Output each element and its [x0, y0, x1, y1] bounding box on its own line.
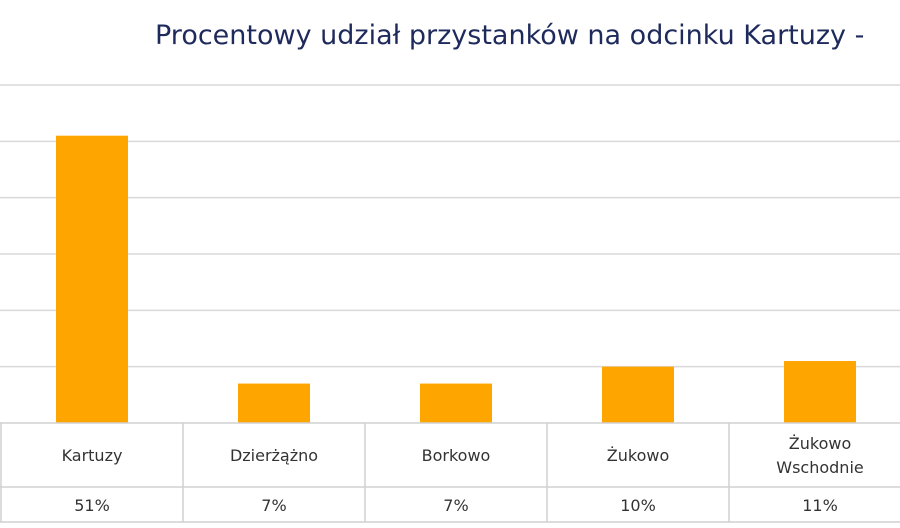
- value-label: 51%: [74, 496, 110, 515]
- category-label: Dzierżążno: [230, 446, 318, 465]
- category-labels: Kartuzy Dzierżążno Borkowo Żukowo Żukowo Wsch…: [62, 434, 864, 477]
- bar: [602, 366, 674, 423]
- chart-title: Procentowy udział przystanków na odcinku…: [155, 20, 864, 51]
- value-label: 7%: [443, 496, 468, 515]
- table-column-dividers: [0, 423, 730, 522]
- category-label: Żukowo: [607, 446, 669, 465]
- gridlines: [0, 84, 900, 368]
- category-label: Żukowo Wschodnie: [776, 434, 863, 477]
- bars: [56, 135, 856, 423]
- value-label: 10%: [620, 496, 656, 515]
- bar: [420, 383, 492, 423]
- value-label: 7%: [261, 496, 286, 515]
- value-label: 11%: [802, 496, 838, 515]
- value-labels: 51% 7% 7% 10% 11%: [74, 496, 838, 515]
- bar: [56, 135, 128, 423]
- bar: [784, 361, 856, 423]
- bar: [238, 383, 310, 423]
- data-table: Kartuzy Dzierżążno Borkowo Żukowo Żukowo Wsch…: [0, 422, 900, 523]
- category-label: Kartuzy: [62, 446, 123, 465]
- category-label: Borkowo: [422, 446, 491, 465]
